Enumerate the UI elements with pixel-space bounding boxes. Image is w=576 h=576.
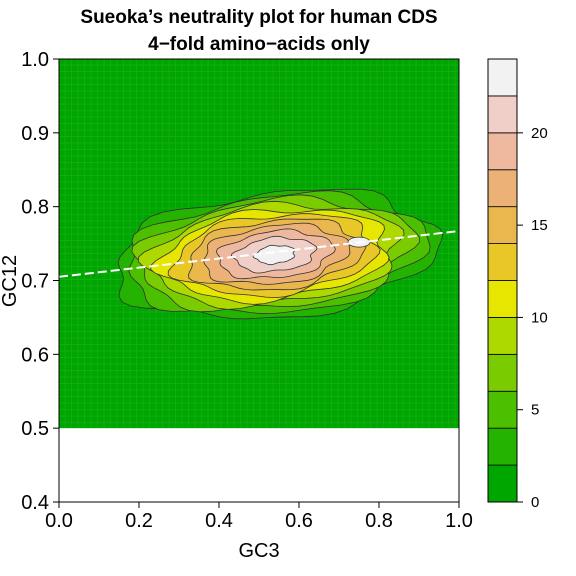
chart-subtitle: 4−fold amino−acids only — [148, 34, 370, 55]
x-tick-label: 0.2 — [125, 510, 153, 532]
x-tick-label: 0.0 — [45, 510, 73, 532]
colorbar-band — [487, 206, 518, 244]
colorbar-band — [487, 243, 518, 281]
x-axis-title: GC3 — [238, 540, 279, 562]
colorbar: 0 5 10 15 20 — [487, 58, 548, 511]
colorbar-tick-label: 15 — [531, 217, 548, 234]
y-tick-label: 0.8 — [21, 197, 49, 219]
colorbar-tick-label: 5 — [531, 402, 539, 419]
colorbar-band — [487, 464, 518, 503]
colorbar-band — [487, 280, 518, 318]
y-tick-label: 0.6 — [21, 344, 49, 366]
colorbar-band — [487, 58, 518, 97]
y-tick-label: 0.5 — [21, 418, 49, 440]
x-tick-label: 0.6 — [285, 510, 313, 532]
colorbar-band — [487, 95, 518, 134]
colorbar-band — [487, 427, 518, 466]
axes: 0.0 0.2 0.4 0.6 0.8 1.0 0.4 0.5 0.6 0.7 0.8 0.9 1.0 — [21, 49, 473, 532]
y-tick-label: 1.0 — [21, 49, 49, 71]
y-tick-label: 0.7 — [21, 271, 49, 293]
x-tick-label: 0.8 — [365, 510, 393, 532]
colorbar-band — [487, 169, 518, 208]
colorbar-band — [487, 390, 518, 429]
regression-line — [58, 230, 460, 278]
colorbar-band — [487, 317, 518, 355]
colorbar-frame — [487, 58, 518, 503]
x-tick-label: 0.4 — [205, 510, 233, 532]
colorbar-tick-label: 0 — [531, 494, 539, 511]
colorbar-band — [487, 132, 518, 171]
regression-line — [58, 230, 460, 278]
y-axis-title: GC12 — [0, 255, 21, 307]
density-contours — [117, 188, 444, 320]
chart-title: Sueoka’s neutrality plot for human CDS — [80, 7, 437, 28]
colorbar-tick-label: 20 — [531, 125, 548, 142]
grid-texture — [59, 59, 459, 429]
y-tick-label: 0.9 — [21, 123, 49, 145]
colorbar-tick-label: 10 — [531, 309, 548, 326]
x-tick-label: 1.0 — [445, 510, 473, 532]
y-tick-label: 0.4 — [21, 492, 49, 514]
colorbar-band — [487, 353, 518, 392]
